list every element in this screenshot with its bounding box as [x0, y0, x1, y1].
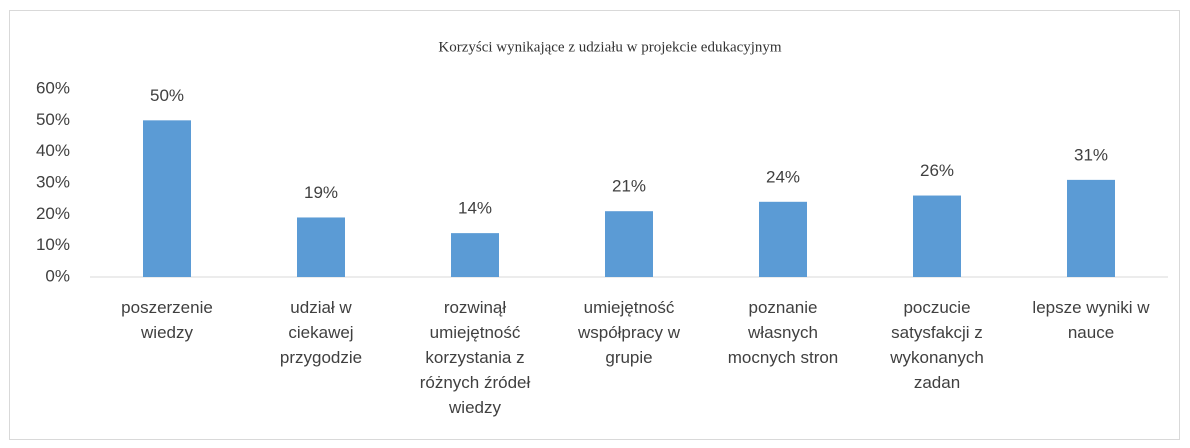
x-tick-label-line: lepsze wyniki w: [1032, 298, 1150, 317]
data-label: 21%: [612, 177, 646, 196]
data-label: 14%: [458, 199, 492, 218]
bar: [605, 211, 653, 277]
x-tick-label-line: poczucie: [903, 298, 970, 317]
x-tick-label-line: grupie: [605, 348, 652, 367]
x-tick-label: rozwinął umiejętność korzystania z różnych …: [420, 298, 531, 417]
y-tick-label: 50%: [36, 110, 70, 129]
x-tick-label: umiejętność współpracy w grupie: [577, 298, 681, 367]
y-tick-label: 0%: [45, 266, 70, 285]
x-tick-label-line: mocnych stron: [728, 348, 839, 367]
x-tick-label-line: ciekawej: [288, 323, 353, 342]
data-label: 19%: [304, 183, 338, 202]
data-label: 50%: [150, 86, 184, 105]
chart-title: Korzyści wynikające z udziału w projekci…: [438, 39, 782, 55]
bar: [913, 195, 961, 277]
bar: [143, 120, 191, 277]
x-tick-label-line: wykonanych: [889, 348, 984, 367]
data-label: 31%: [1074, 145, 1108, 164]
x-tick-label-line: wiedzy: [140, 323, 193, 342]
x-tick-label-line: umiejętność: [430, 323, 521, 342]
x-tick-label-line: współpracy w: [577, 323, 681, 342]
x-tick-label: poznanie własnych mocnych stron: [728, 298, 839, 367]
y-tick-label: 60%: [36, 78, 70, 97]
y-tick-label: 30%: [36, 172, 70, 191]
x-tick-label: udział w ciekawej przygodzie: [280, 298, 362, 367]
x-tick-label-line: rozwinął: [444, 298, 507, 317]
y-tick-label: 10%: [36, 235, 70, 254]
y-tick-label: 40%: [36, 141, 70, 160]
data-label: 24%: [766, 167, 800, 186]
bar: [759, 201, 807, 277]
x-tick-label-line: wiedzy: [448, 398, 501, 417]
x-tick-label: poszerzenie wiedzy: [121, 298, 213, 342]
x-tick-label-line: umiejętność: [584, 298, 675, 317]
x-tick-label: lepsze wyniki w nauce: [1032, 298, 1150, 342]
x-tick-label-line: poszerzenie: [121, 298, 213, 317]
x-tick-label: poczucie satysfakcji z wykonanych zadan: [889, 298, 984, 392]
x-tick-label-line: korzystania z: [425, 348, 524, 367]
x-tick-label-line: różnych źródeł: [420, 373, 531, 392]
x-tick-label-line: poznanie: [748, 298, 817, 317]
x-tick-label-line: nauce: [1068, 323, 1114, 342]
x-tick-label-line: udział w: [290, 298, 352, 317]
x-tick-label-line: satysfakcji z: [891, 323, 983, 342]
bar: [297, 217, 345, 277]
x-tick-label-line: zadan: [914, 373, 960, 392]
x-tick-label-line: przygodzie: [280, 348, 362, 367]
bar: [1067, 179, 1115, 277]
data-label: 26%: [920, 161, 954, 180]
x-tick-label-line: własnych: [747, 323, 818, 342]
bar: [451, 233, 499, 277]
y-tick-label: 20%: [36, 204, 70, 223]
chart-frame: [9, 10, 1180, 440]
